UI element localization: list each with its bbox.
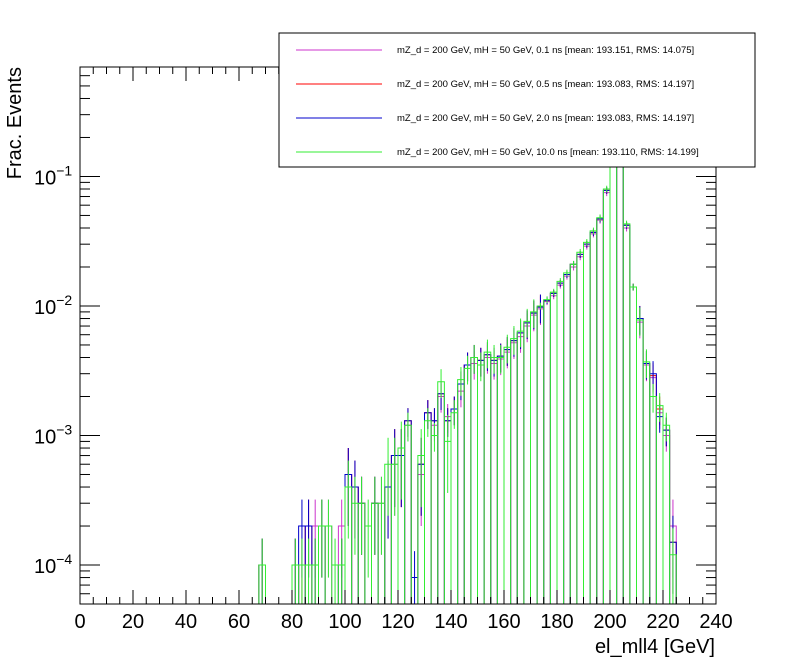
y-tick-label: 10−4 (34, 551, 72, 578)
x-tick-label: 200 (593, 611, 626, 633)
x-tick-label: 60 (228, 611, 250, 633)
legend: mZ_d = 200 GeV, mH = 50 GeV, 0.1 ns [mea… (278, 32, 756, 168)
legend-box (278, 32, 756, 168)
x-tick-label: 20 (122, 611, 144, 633)
y-tick-label: 10−2 (34, 292, 72, 319)
legend-label-0: mZ_d = 200 GeV, mH = 50 GeV, 0.1 ns [mea… (397, 45, 694, 56)
y-axis-title: Frac. Events (4, 67, 26, 179)
series-line-3 (80, 129, 716, 605)
x-tick-label: 220 (646, 611, 679, 633)
x-tick-label: 0 (74, 611, 85, 633)
y-tick-label: 10−3 (34, 421, 72, 448)
x-tick-label: 80 (281, 611, 303, 633)
x-tick-label: 100 (328, 611, 361, 633)
legend-label-3: mZ_d = 200 GeV, mH = 50 GeV, 10.0 ns [me… (397, 147, 699, 158)
x-tick-label: 120 (381, 611, 414, 633)
y-axis: 10−4 10−3 10−2 10−1 (34, 75, 716, 605)
x-tick-label: 180 (540, 611, 573, 633)
series-layer (80, 126, 716, 605)
legend-label-2: mZ_d = 200 GeV, mH = 50 GeV, 2.0 ns [mea… (397, 113, 694, 124)
legend-label-1: mZ_d = 200 GeV, mH = 50 GeV, 0.5 ns [mea… (397, 79, 694, 90)
x-axis-title: el_mll4 [GeV] (595, 636, 715, 658)
x-tick-label: 40 (175, 611, 197, 633)
x-tick-label: 240 (699, 611, 732, 633)
x-tick-label: 160 (487, 611, 520, 633)
x-tick-label: 140 (434, 611, 467, 633)
y-tick-label: 10−1 (34, 162, 72, 189)
